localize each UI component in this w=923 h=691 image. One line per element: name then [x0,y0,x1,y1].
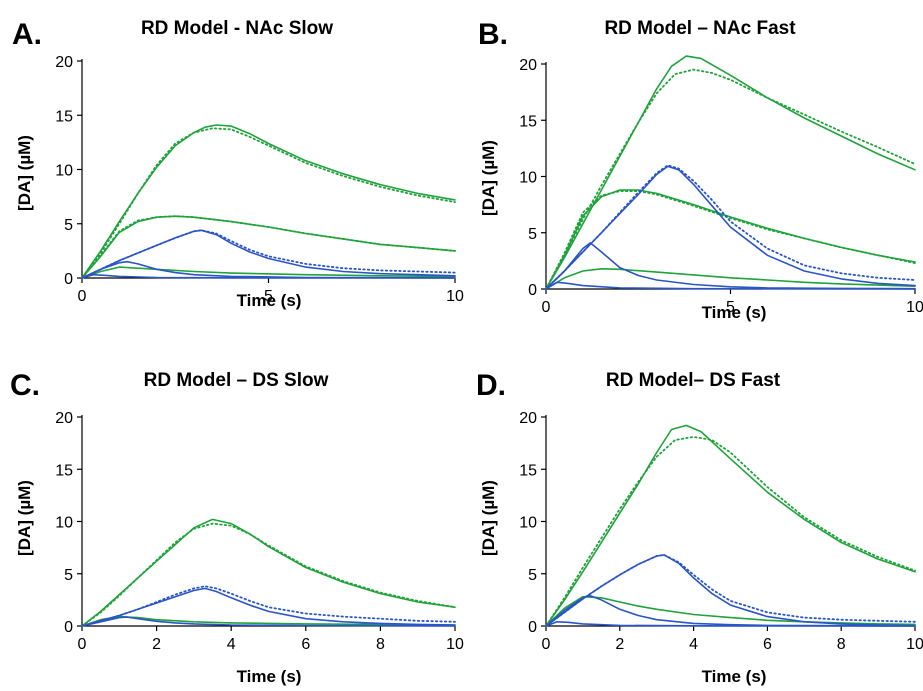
panel-a-y-tick-label: 15 [55,108,73,125]
panel-d-x-axis-title: Time (s) [702,667,767,686]
panel-d-x-tick-label: 2 [615,636,624,653]
panel-d-x-tick-label: 4 [689,636,698,653]
panel-c-x-axis-title: Time (s) [237,667,302,686]
panel-a-series-1-solid-line [81,124,456,279]
panel-c: C. RD Model – DS Slow Time (s) [DA] (µM)… [10,369,464,686]
panel-a-series-4-dotted-line [81,215,456,279]
panel-c-x-tick-label: 8 [376,636,385,653]
panel-b-series-9-solid-line [545,281,916,290]
panel-b-series-5-solid-line [545,267,916,290]
panel-d-label: D. [476,369,506,402]
panel-b-series-2-dotted-line [545,68,916,290]
panel-b-x-tick-label: 10 [906,299,923,316]
panel-b-series-1-solid-line [545,55,916,290]
panel-b-x-tick-label: 5 [726,299,735,316]
panel-c-x-tick-label: 10 [446,636,464,653]
panel-c-x-tick-label: 6 [301,636,310,653]
panel-c-y-tick-label: 20 [55,410,73,427]
panel-a-x-tick-label: 0 [78,288,87,305]
panel-a-series-7-dotted-line [81,229,456,279]
panel-d-series-7-solid-line [545,620,916,627]
panel-c-series-1-solid-line [81,518,456,627]
panel-d-x-tick-label: 10 [906,636,923,653]
panel-b-series-7-dotted-line [545,164,916,290]
panel-b-x-tick-label: 0 [542,299,551,316]
panel-b-x-axis-title: Time (s) [702,303,767,322]
panel-d-x-tick-label: 6 [763,636,772,653]
panel-b-series-6-solid-line [545,165,916,290]
panel-a-series-5-solid-line [81,266,456,279]
panel-b-title: RD Model – NAc Fast [604,18,796,39]
panel-b-y-tick-label: 10 [519,170,537,187]
panel-a-y-tick-label: 10 [55,163,73,180]
panel-c-title: RD Model – DS Slow [144,370,329,391]
panel-a-y-tick-label: 5 [64,217,73,234]
panel-d-y-axis-title: [DA] (µM) [479,480,498,556]
panel-d-series-4-solid-line [545,554,916,627]
panel-c-y-tick-label: 15 [55,462,73,479]
panel-a-series-9-solid-line [81,273,456,279]
panel-c-x-tick-label: 4 [227,636,236,653]
panel-a-x-tick-label: 10 [446,288,464,305]
panel-c-y-axis-title: [DA] (µM) [15,480,34,556]
panel-b-y-tick-label: 5 [528,226,537,243]
panel-b-label: B. [478,18,508,51]
panel-a-y-tick-label: 20 [55,54,73,71]
panel-d-series-6-solid-line [545,594,916,627]
panel-a-title: RD Model - NAc Slow [141,18,333,39]
panel-c-x-tick-label: 0 [78,636,87,653]
panel-d-y-tick-label: 0 [528,619,537,636]
panel-c-series-5-dotted-line [81,585,456,627]
panel-c-series-6-solid-line [81,616,456,627]
panel-d-x-tick-label: 8 [837,636,846,653]
panel-a-label: A. [12,18,42,51]
panel-d-series-1-solid-line [545,424,916,627]
panel-c-series-2-dotted-line [81,522,456,627]
panel-c-y-tick-label: 5 [64,567,73,584]
panel-d-x-tick-label: 0 [542,636,551,653]
panel-d: D. RD Model– DS Fast Time (s) [DA] (µM) … [476,369,923,686]
panel-b-y-tick-label: 15 [519,113,537,130]
panel-d-y-tick-label: 5 [528,567,537,584]
panel-b-series-8-solid-line [545,242,916,290]
panel-a-y-axis-title: [DA] (µM) [15,135,34,211]
panel-b-y-tick-label: 20 [519,57,537,74]
panel-c-series-4-solid-line [81,587,456,627]
panel-d-y-tick-label: 20 [519,410,537,427]
panel-a-x-axis-title: Time (s) [237,291,302,310]
panel-c-y-tick-label: 10 [55,515,73,532]
panel-a-x-tick-label: 5 [264,288,273,305]
panel-c-y-tick-label: 0 [64,619,73,636]
panel-a-series-2-dotted-line [81,127,456,279]
panel-d-series-2-dotted-line [545,435,916,627]
panel-b-y-tick-label: 0 [528,282,537,299]
panel-b-series-4-dotted-line [545,190,916,290]
panel-b: B. RD Model – NAc Fast Time (s) [DA] (µM… [478,18,923,322]
panel-d-title: RD Model– DS Fast [606,370,781,391]
panel-d-y-tick-label: 15 [519,462,537,479]
panel-d-y-tick-label: 10 [519,515,537,532]
panel-b-y-axis-title: [DA] (µM) [479,140,498,216]
panel-c-label: C. [10,369,40,402]
panel-a: A. RD Model - NAc Slow Time (s) [DA] (µM… [12,18,464,310]
panel-a-y-tick-label: 0 [64,271,73,288]
panel-d-series-5-dotted-line [545,554,916,627]
panel-c-x-tick-label: 2 [152,636,161,653]
panel-b-series-3-solid-line [545,189,916,290]
